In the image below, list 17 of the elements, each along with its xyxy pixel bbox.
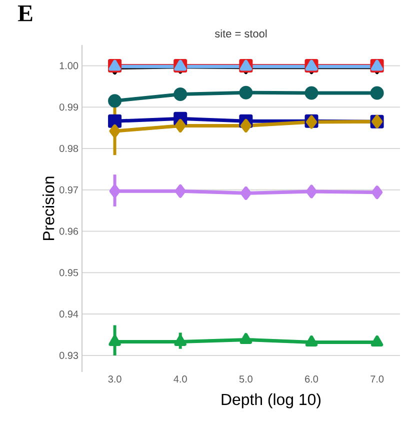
y-tick-label: 0.94	[59, 310, 78, 318]
y-tick-label: 0.97	[59, 186, 78, 194]
chart-title: site = stool	[214, 29, 267, 38]
y-tick-label: 0.95	[59, 269, 78, 276]
y-tick-label: 0.98	[59, 144, 78, 152]
x-tick-label: 7.0	[370, 376, 384, 383]
x-tick-label: 3.0	[108, 376, 122, 383]
y-tick-label: 0.96	[59, 228, 78, 235]
y-axis-title: Precision	[42, 176, 54, 240]
x-tick-label: 6.0	[305, 376, 318, 383]
y-tick-label: 1.00	[60, 62, 78, 70]
x-tick-label: 5.0	[239, 376, 252, 383]
x-tick-label: 4.0	[174, 376, 187, 383]
x-axis-title: Depth (log 10)	[222, 393, 320, 408]
y-tick-label: 0.93	[59, 352, 78, 359]
text: E	[18, 6, 32, 22]
y-tick-label: 0.99	[59, 104, 78, 111]
